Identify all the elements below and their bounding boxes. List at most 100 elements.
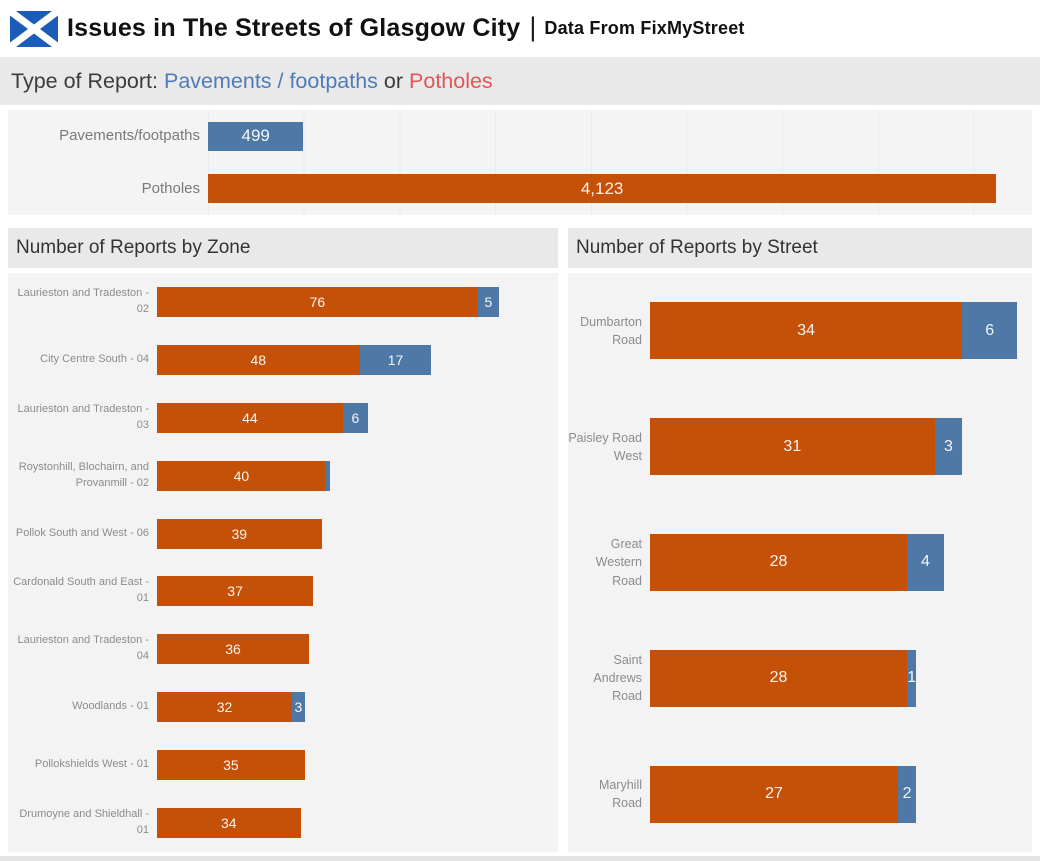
bar-value-label: 40: [233, 467, 250, 484]
chart-row: Potholes 4,123: [8, 163, 1032, 216]
pavements-bar-segment[interactable]: 6: [962, 302, 1018, 360]
row-label: Pollok South and West - 06: [15, 526, 149, 539]
chart-row: Cardonald South and East - 01 37: [8, 562, 558, 620]
potholes-bar-segment[interactable]: 35: [157, 750, 305, 781]
chart-row: Great Western Road 28 4: [568, 505, 1032, 621]
zone-reports-chart: Laurieston and Tradeston - 02 76 5 City Cen…: [8, 273, 558, 852]
row-label: Paisley Road West: [568, 430, 642, 463]
row-label: Potholes: [141, 179, 200, 197]
potholes-bar-segment[interactable]: 34: [157, 807, 301, 838]
bar-track: 36: [157, 634, 558, 665]
bar-value-label: 3: [943, 437, 953, 455]
bar-value-label: 28: [769, 669, 788, 687]
chart-row: Laurieston and Tradeston - 04 36: [8, 620, 558, 678]
potholes-bar-segment[interactable]: 39: [157, 518, 322, 549]
bottom-strip: [0, 856, 1040, 861]
row-label: Pavements/footpaths: [59, 127, 200, 145]
bar-value-label: 6: [985, 321, 995, 339]
potholes-bar-segment[interactable]: 37: [157, 576, 314, 607]
potholes-option-text: Potholes: [409, 69, 493, 93]
dashboard-subtitle: Data From FixMyStreet: [544, 18, 745, 38]
row-label: Woodlands - 01: [72, 700, 149, 713]
pavements-bar-segment[interactable]: 4: [907, 533, 944, 591]
bar-track: 44 6: [157, 402, 558, 433]
potholes-bar-segment[interactable]: 36: [157, 634, 309, 665]
or-text: or: [383, 69, 404, 93]
bar-value-label: 76: [309, 293, 326, 310]
row-label: Great Western Road: [595, 537, 642, 588]
bar-value-label: 32: [216, 699, 233, 716]
potholes-bar-segment[interactable]: 28: [650, 533, 908, 591]
pavements-bar-segment[interactable]: 17: [359, 344, 432, 375]
bar-value-label: 4,123: [580, 178, 624, 198]
chart-row: Pollokshields West - 01 35: [8, 736, 558, 794]
bar-value-label: 1: [907, 669, 917, 687]
bar-value-label: 31: [783, 437, 802, 455]
pavements-bar-segment[interactable]: 1: [907, 649, 917, 707]
street-reports-chart: Dumbarton Road 34 6 Paisley Road West 31 3 Gre…: [568, 273, 1032, 852]
potholes-bar-segment[interactable]: 76: [157, 286, 478, 317]
type-of-report-banner: Type of Report: Pavements / footpaths or…: [0, 57, 1040, 105]
bar-value-label: 4: [921, 553, 930, 571]
pavements-bar-segment[interactable]: 3: [934, 418, 963, 476]
pavements-option-text: Pavements / footpaths: [163, 69, 378, 93]
chart-row: Saint Andrews Road 28 1: [568, 620, 1032, 736]
bar-track: 32 3: [157, 692, 558, 723]
bar-value-label: 499: [241, 126, 270, 146]
pavements-bar-segment[interactable]: 6: [342, 402, 369, 433]
chart-row: Laurieston and Tradeston - 02 76 5: [8, 273, 558, 331]
row-label: Pollokshields West - 01: [34, 758, 149, 771]
bar-track: 76 5: [157, 286, 558, 317]
type-of-report-label: Type of Report:: [11, 69, 158, 93]
title-separator: |: [529, 12, 537, 42]
pavements-bar-segment[interactable]: [325, 460, 331, 491]
bar-track: 37: [157, 576, 558, 607]
bar-value-label: 36: [225, 641, 241, 658]
row-label: City Centre South - 04: [40, 352, 149, 365]
chart-row: Maryhill Road 27 2: [568, 736, 1032, 852]
bar-track: 4,123: [208, 174, 1032, 204]
row-label: Roystonhill, Blochairn, and Provanmill -…: [18, 460, 149, 489]
type-totals-chart: Pavements/footpaths 499 Potholes 4,123: [8, 110, 1032, 215]
potholes-bar-segment[interactable]: 31: [650, 418, 935, 476]
bar-value-label: 3: [294, 699, 303, 716]
potholes-bar-segment[interactable]: 40: [157, 460, 326, 491]
street-chart-title: Number of Reports by Street: [568, 228, 1032, 268]
potholes-bar-segment[interactable]: 28: [650, 649, 908, 707]
bar-track: 34 6: [650, 302, 1032, 360]
row-label: Saint Andrews Road: [593, 653, 642, 704]
row-label: Cardonald South and East - 01: [13, 576, 149, 605]
potholes-bar-segment[interactable]: 32: [157, 692, 293, 723]
bar-value-label: 34: [797, 321, 815, 339]
bar-track: 39: [157, 518, 558, 549]
potholes-bar-segment[interactable]: 4,123: [208, 174, 997, 204]
chart-row: City Centre South - 04 48 17: [8, 331, 558, 389]
bar-value-label: 34: [220, 814, 237, 831]
bar-value-label: 5: [484, 293, 493, 310]
chart-row: Woodlands - 01 32 3: [8, 678, 558, 736]
potholes-bar-segment[interactable]: 27: [650, 765, 898, 823]
bar-value-label: 27: [765, 785, 783, 803]
bar-value-label: 6: [351, 409, 360, 426]
potholes-bar-segment[interactable]: 34: [650, 302, 963, 360]
charts-row: Number of Reports by Zone Laurieston and…: [8, 228, 1032, 852]
chart-row: Pollok South and West - 06 39: [8, 505, 558, 563]
bar-track: 31 3: [650, 418, 1032, 476]
chart-row: Roystonhill, Blochairn, and Provanmill -…: [8, 447, 558, 505]
bar-track: 34: [157, 807, 558, 838]
zone-chart-title: Number of Reports by Zone: [8, 228, 558, 268]
bar-value-label: 17: [387, 351, 404, 368]
bar-value-label: 2: [902, 785, 912, 803]
potholes-bar-segment[interactable]: 44: [157, 402, 343, 433]
row-label: Dumbarton Road: [580, 314, 642, 347]
bar-value-label: 39: [231, 525, 248, 542]
pavements-bar-segment[interactable]: 5: [477, 286, 499, 317]
pavements-bar-segment[interactable]: 499: [208, 121, 304, 151]
bar-value-label: 48: [250, 351, 267, 368]
bar-track: 499: [208, 121, 1032, 151]
potholes-bar-segment[interactable]: 48: [157, 344, 360, 375]
pavements-bar-segment[interactable]: 3: [292, 692, 305, 723]
bar-track: 28 1: [650, 649, 1032, 707]
pavements-bar-segment[interactable]: 2: [897, 765, 917, 823]
bar-value-label: 44: [242, 409, 258, 426]
